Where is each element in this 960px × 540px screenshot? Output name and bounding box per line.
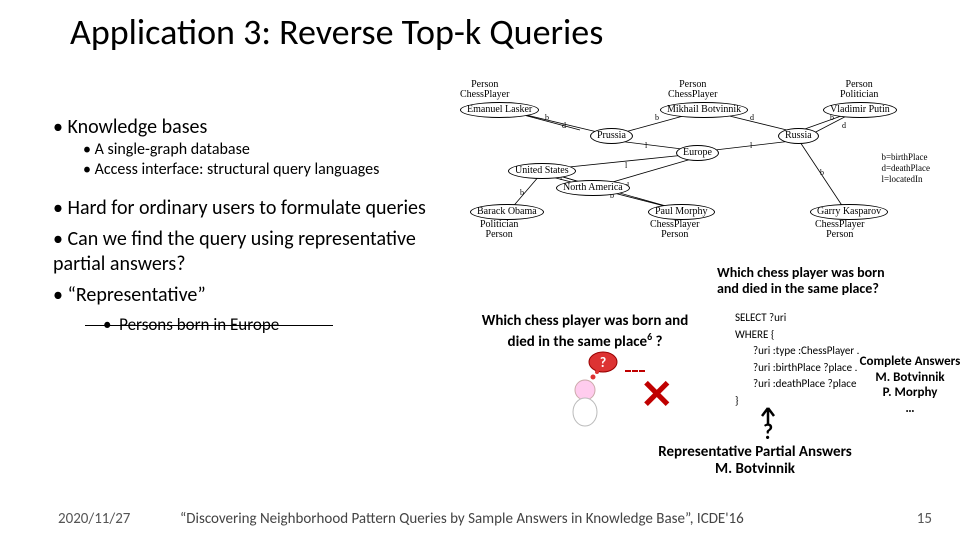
bullet-l1-4: “Representative” [53, 283, 443, 308]
kg-botlabel-1: PoliticianPerson [480, 220, 518, 240]
repans-title: Representative Partial Answers [658, 443, 851, 461]
bullet-text: Knowledge bases [67, 115, 207, 139]
bullet-l1-3: Can we find the query using representati… [53, 227, 443, 277]
citation: “Discovering Neighborhood Pattern Querie… [180, 510, 744, 528]
compans-1: M. Botvinnik [875, 370, 944, 385]
kg-person-2: Mikhail Botvinnik [660, 102, 748, 118]
cq-line2: died in the same place [508, 333, 648, 351]
bullet-l2-1: A single-graph database [83, 140, 443, 160]
complete-answers: Complete Answers M. Botvinnik P. Morphy … [855, 354, 960, 416]
kg-place-prussia: Prussia [590, 128, 633, 144]
cq-line1: Which chess player was born and [482, 312, 689, 330]
kg-toplabel-1: PersonChessPlayer [460, 80, 509, 100]
svg-text:d: d [750, 113, 754, 122]
kg-toplabel-2: PersonChessPlayer [668, 80, 717, 100]
svg-text:b: b [545, 113, 549, 122]
bullet-list: Knowledge bases A single-graph database … [53, 115, 443, 335]
knowledge-graph-diagram: bd bd bd ll ll bbd b PersonChessPlayer P… [450, 80, 930, 240]
page-number: 15 [917, 510, 932, 528]
slide-title: Application 3: Reverse Top-k Queries [70, 10, 603, 54]
svg-text:l: l [645, 141, 648, 150]
struck-bullet: • Persons born in Europe [103, 314, 443, 335]
compans-3: … [905, 401, 914, 416]
kg-person-3: Vladimir Putin [823, 102, 897, 118]
kg-person-5: Paul Morphy [648, 204, 715, 220]
slide-date: 2020/11/27 [58, 510, 130, 528]
bullet-l1-1: Knowledge bases A single-graph database … [53, 115, 443, 180]
representative-answers: Representative Partial Answers M. Botvin… [630, 444, 880, 477]
kg-person-1: Emanuel Lasker [460, 102, 539, 118]
slide: Application 3: Reverse Top-k Queries Kno… [0, 0, 960, 540]
compans-title: Complete Answers [860, 354, 960, 369]
kg-person-6: Garry Kasparov [810, 204, 888, 220]
kg-place-europe: Europe [676, 145, 719, 161]
svg-text:b: b [520, 188, 524, 197]
svg-text:d: d [842, 121, 846, 130]
kg-legend: b=birthPlaced=deathPlacel=locatedIn [881, 152, 930, 184]
kg-botlabel-3: ChessPlayerPerson [815, 220, 864, 240]
sparql-question: Which chess player was born and died in … [717, 265, 897, 297]
thinker-figure: ? [555, 350, 625, 428]
red-x-icon: ✕ [640, 370, 674, 419]
sparql-l2: WHERE { [735, 327, 905, 344]
bullet-l1-2: Hard for ordinary users to formulate que… [53, 196, 443, 221]
svg-text:b: b [655, 113, 659, 122]
sparql-l1: SELECT ?uri [735, 310, 905, 327]
repans-item: M. Botvinnik [715, 460, 795, 478]
struck-text: Persons born in Europe [119, 314, 279, 335]
kg-place-na: North America [556, 180, 630, 196]
question-mark: ? [763, 418, 773, 445]
svg-text:d: d [562, 121, 566, 130]
center-question: Which chess player was born and died in … [440, 312, 730, 351]
svg-text:?: ? [600, 354, 607, 371]
svg-text:b: b [820, 168, 824, 177]
quote-open: “ [67, 283, 75, 307]
svg-text:l: l [625, 161, 628, 170]
cq-qmark: ? [652, 333, 662, 351]
kg-botlabel-2: ChessPlayerPerson [650, 220, 699, 240]
kg-place-us: United States [508, 163, 576, 179]
kg-toplabel-3: PersonPolitician [840, 80, 878, 100]
kg-place-russia: Russia [778, 128, 819, 144]
compans-2: P. Morphy [883, 385, 938, 400]
quote-close: ” [197, 283, 205, 307]
dash-arrow-2 [625, 370, 645, 373]
representative-word: Representative [76, 283, 198, 307]
kg-person-4: Barack Obama [470, 204, 544, 220]
bullet-l2-2: Access interface: structural query langu… [83, 160, 443, 180]
